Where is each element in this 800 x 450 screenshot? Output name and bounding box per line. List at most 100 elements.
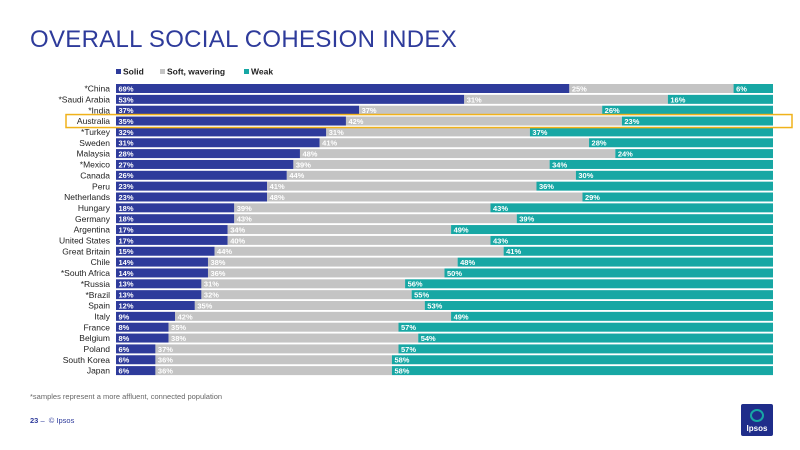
data-label-sweden-weak: 28% — [592, 139, 607, 148]
data-label-canada-soft-wavering: 44% — [289, 171, 304, 180]
data-label-japan-soft-wavering: 36% — [158, 367, 173, 376]
bar-sweden-solid — [116, 138, 320, 148]
chart-legend: Solid Soft, wavering Weak — [116, 67, 273, 77]
data-label-poland-solid: 6% — [119, 345, 130, 354]
data-label-netherlands-soft-wavering: 48% — [270, 193, 285, 202]
data-label-australia-solid: 35% — [119, 117, 134, 126]
bar-poland-soft-wavering — [155, 344, 399, 354]
bar-turkey-solid — [116, 127, 327, 137]
category-label-canada: Canada — [80, 170, 110, 180]
data-label-germany-soft-wavering: 43% — [237, 215, 252, 224]
data-label-australia-weak: 23% — [624, 117, 639, 126]
bar-sweden-weak — [589, 138, 773, 148]
bar-russia-soft-wavering — [201, 279, 406, 289]
data-label-peru-solid: 23% — [119, 182, 134, 191]
category-label-south-africa: *South Africa — [61, 268, 110, 278]
category-label-mexico: *Mexico — [80, 160, 111, 170]
bar-india-weak — [602, 105, 773, 115]
category-label-turkey: *Turkey — [81, 127, 111, 137]
bar-netherlands-solid — [116, 192, 268, 202]
bar-germany-weak — [516, 214, 773, 224]
bar-chile-weak — [457, 257, 773, 267]
data-label-south-korea-solid: 6% — [119, 356, 130, 365]
data-label-hungary-solid: 18% — [119, 204, 134, 213]
bar-italy-solid — [116, 311, 176, 321]
bar-brazil-solid — [116, 290, 202, 300]
bar-netherlands-weak — [582, 192, 773, 202]
data-label-united-states-solid: 17% — [119, 236, 134, 245]
category-label-netherlands: Netherlands — [64, 192, 110, 202]
bar-great-britain-solid — [116, 246, 215, 256]
category-label-japan: Japan — [87, 366, 110, 376]
bar-china-weak — [733, 84, 773, 93]
bar-mexico-soft-wavering — [293, 159, 550, 169]
bar-spain-weak — [424, 301, 773, 310]
data-label-spain-solid: 12% — [119, 301, 134, 310]
data-label-great-britain-weak: 41% — [506, 247, 521, 256]
category-label-chile: Chile — [91, 257, 111, 267]
data-label-south-korea-weak: 58% — [394, 356, 409, 365]
data-label-saudi-arabia-soft-wavering: 31% — [467, 95, 482, 104]
bar-south-korea-soft-wavering — [155, 355, 392, 365]
logo-icon — [750, 409, 764, 422]
bar-saudi-arabia-solid — [116, 94, 465, 104]
bar-turkey-weak — [529, 127, 773, 137]
bar-malaysia-solid — [116, 149, 300, 159]
category-label-great-britain: Great Britain — [62, 246, 110, 256]
data-label-india-weak: 26% — [605, 106, 620, 115]
data-label-malaysia-soft-wavering: 48% — [302, 150, 317, 159]
data-label-malaysia-weak: 24% — [618, 150, 633, 159]
data-label-netherlands-solid: 23% — [119, 193, 134, 202]
bar-peru-weak — [536, 181, 773, 191]
data-label-russia-solid: 13% — [119, 280, 134, 289]
data-label-sweden-soft-wavering: 41% — [322, 139, 337, 148]
bar-turkey-soft-wavering — [326, 127, 530, 137]
page-title: OVERALL SOCIAL COHESION INDEX — [30, 26, 458, 53]
category-label-germany: Germany — [75, 214, 111, 224]
category-label-brazil: *Brazil — [85, 290, 110, 300]
data-label-canada-solid: 26% — [119, 171, 134, 180]
legend-label-soft-wavering: Soft, wavering — [167, 67, 225, 77]
category-label-south-korea: South Korea — [63, 355, 111, 365]
bar-great-britain-soft-wavering — [214, 246, 504, 256]
bar-japan-solid — [116, 366, 156, 376]
data-label-germany-weak: 39% — [519, 215, 534, 224]
data-label-argentina-solid: 17% — [119, 225, 134, 234]
data-label-belgium-weak: 54% — [421, 334, 436, 343]
bar-china-soft-wavering — [569, 84, 734, 93]
category-label-china: *China — [84, 84, 110, 94]
bar-peru-solid — [116, 181, 268, 191]
data-label-germany-solid: 18% — [119, 215, 134, 224]
bar-hungary-solid — [116, 203, 235, 213]
category-label-argentina: Argentina — [74, 225, 111, 235]
data-label-italy-soft-wavering: 42% — [178, 312, 193, 321]
data-label-great-britain-solid: 15% — [119, 247, 134, 256]
bar-france-soft-wavering — [168, 322, 399, 332]
data-label-south-africa-soft-wavering: 36% — [210, 269, 225, 278]
bar-poland-solid — [116, 344, 156, 354]
bar-brazil-weak — [411, 290, 773, 300]
category-label-malaysia: Malaysia — [76, 149, 110, 159]
bar-south-korea-weak — [391, 355, 773, 365]
bar-saudi-arabia-soft-wavering — [464, 94, 668, 104]
bar-great-britain-weak — [503, 246, 773, 256]
data-label-india-soft-wavering: 37% — [362, 106, 377, 115]
data-label-chile-solid: 14% — [119, 258, 134, 267]
bar-south-africa-solid — [116, 268, 208, 278]
bar-south-africa-weak — [444, 268, 773, 278]
bar-japan-soft-wavering — [155, 366, 392, 376]
data-label-mexico-weak: 34% — [552, 160, 567, 169]
category-label-italy: Italy — [94, 311, 110, 321]
bar-germany-soft-wavering — [234, 214, 517, 224]
bar-mexico-weak — [549, 159, 773, 169]
data-label-poland-soft-wavering: 37% — [158, 345, 173, 354]
page-separator: – — [40, 416, 45, 425]
data-label-italy-weak: 49% — [454, 312, 469, 321]
category-label-australia: Australia — [77, 116, 110, 126]
data-label-chile-soft-wavering: 38% — [210, 258, 225, 267]
legend-swatch-solid — [116, 69, 121, 74]
data-label-spain-weak: 53% — [427, 301, 442, 310]
bar-argentina-solid — [116, 225, 228, 235]
data-label-hungary-soft-wavering: 39% — [237, 204, 252, 213]
legend-swatch-soft-wavering — [160, 69, 165, 74]
